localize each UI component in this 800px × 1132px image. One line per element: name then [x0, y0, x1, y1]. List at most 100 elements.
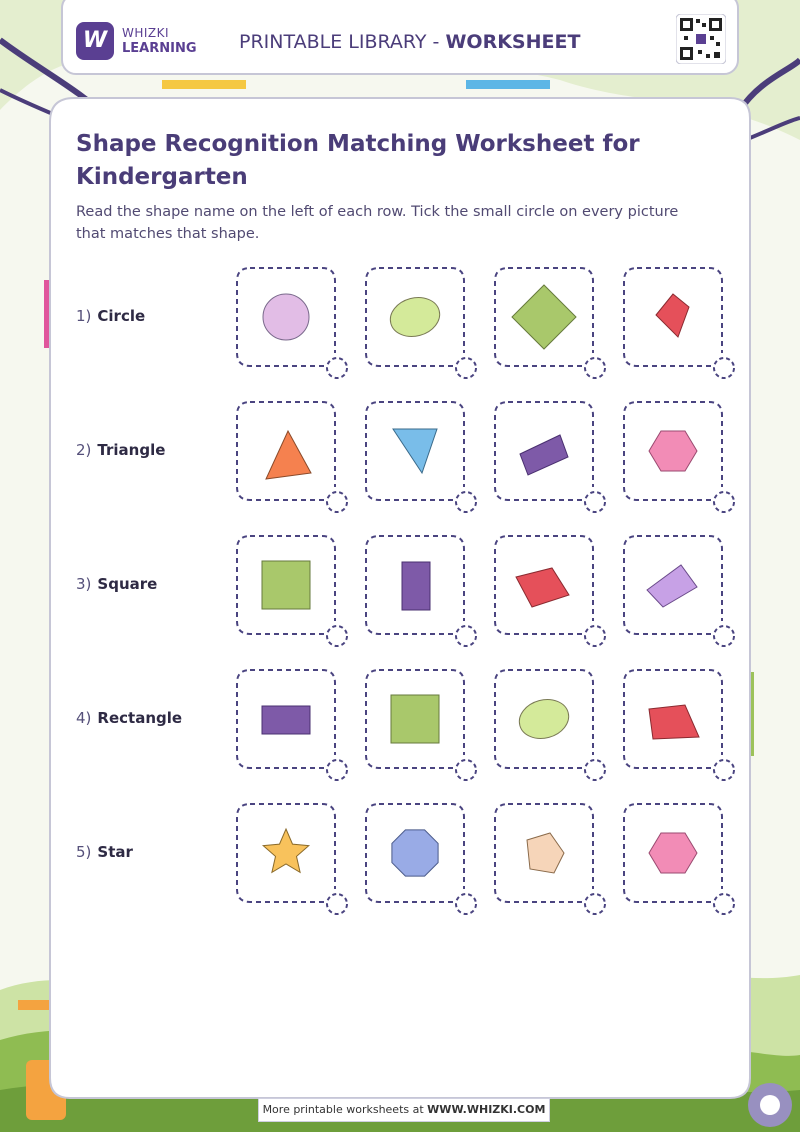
row-shape-name: Star: [97, 843, 133, 861]
tick-circle[interactable]: [584, 759, 606, 781]
shape-card-frame: [365, 535, 477, 647]
shape-card-frame: [623, 267, 735, 379]
shape-card-frame: [494, 535, 606, 647]
quadrilateral-tilted-shape: [646, 564, 698, 608]
footer-banner: More printable worksheets at WWW.WHIZKI.…: [258, 1098, 550, 1122]
shape-card: [494, 803, 606, 915]
shape-card: [365, 267, 477, 379]
shape-card: [365, 535, 477, 647]
rectangle-shape: [261, 705, 311, 735]
shape-card: [365, 401, 477, 513]
shape-card: [236, 267, 348, 379]
shape-card: [365, 669, 477, 781]
trapezoid-shape: [648, 704, 700, 740]
row-label-3: 4) Rectangle: [76, 709, 182, 727]
shape-card-frame: [236, 267, 348, 379]
worksheet-title: Shape Recognition Matching Worksheet for…: [76, 131, 640, 190]
row-number: 5): [76, 843, 92, 861]
triangle-down-shape: [392, 428, 438, 475]
footer-text: More printable worksheets at: [262, 1103, 428, 1116]
shape-card-frame: [623, 401, 735, 513]
quadrilateral-shape: [515, 567, 570, 608]
tick-circle[interactable]: [584, 491, 606, 513]
triangle-shape: [265, 429, 312, 480]
tick-circle[interactable]: [326, 625, 348, 647]
shape-card-frame: [236, 401, 348, 513]
shape-card: [236, 803, 348, 915]
shape-card: [623, 267, 735, 379]
shape-card: [623, 535, 735, 647]
square-shape: [261, 560, 311, 610]
shape-card-frame: [494, 401, 606, 513]
row-shape-name: Circle: [97, 307, 146, 325]
shape-card: [494, 669, 606, 781]
tick-circle[interactable]: [455, 625, 477, 647]
tick-circle[interactable]: [326, 491, 348, 513]
shape-card-frame: [365, 267, 477, 379]
circle-shape: [262, 293, 310, 341]
rectangle-tall-shape: [401, 561, 431, 611]
header-title: PRINTABLE LIBRARY - WORKSHEET: [239, 31, 580, 53]
diamond-shape: [511, 284, 577, 350]
shape-card: [494, 267, 606, 379]
row-number: 1): [76, 307, 92, 325]
shape-card-frame: [365, 803, 477, 915]
tick-circle[interactable]: [713, 893, 735, 915]
tick-circle[interactable]: [713, 491, 735, 513]
shape-card-frame: [494, 669, 606, 781]
hexagon-shape: [648, 430, 698, 472]
shape-card: [494, 401, 606, 513]
worksheet-instructions: Read the shape name on the left of each …: [76, 204, 679, 242]
tick-circle[interactable]: [584, 357, 606, 379]
row-label-1: 2) Triangle: [76, 441, 165, 459]
tick-circle[interactable]: [713, 759, 735, 781]
row-number: 4): [76, 709, 92, 727]
kite-shape: [655, 293, 690, 338]
shape-card-frame: [236, 535, 348, 647]
shape-card-frame: [623, 803, 735, 915]
row-shape-name: Rectangle: [97, 709, 183, 727]
row-number: 3): [76, 575, 92, 593]
shape-card-frame: [236, 669, 348, 781]
hexagon-shape: [648, 832, 698, 874]
shape-card: [623, 401, 735, 513]
square-shape: [390, 694, 440, 744]
shape-card: [236, 401, 348, 513]
star-shape: [261, 827, 311, 874]
tick-circle[interactable]: [455, 893, 477, 915]
w-logo-icon: W: [82, 28, 108, 53]
shape-card: [365, 803, 477, 915]
footer-link[interactable]: WWW.WHIZKI.COM: [427, 1103, 546, 1116]
tick-circle[interactable]: [326, 759, 348, 781]
tick-circle[interactable]: [455, 491, 477, 513]
brand-name: WHIZKI: [122, 26, 170, 40]
shape-card-frame: [623, 535, 735, 647]
shape-card-frame: [494, 803, 606, 915]
tick-circle[interactable]: [455, 759, 477, 781]
pentagon-shape: [526, 832, 565, 874]
shape-card-frame: [236, 803, 348, 915]
row-label-4: 5) Star: [76, 843, 133, 861]
row-shape-name: Triangle: [97, 441, 166, 459]
tick-circle[interactable]: [326, 357, 348, 379]
tick-circle[interactable]: [584, 625, 606, 647]
shape-card: [236, 669, 348, 781]
whizki-logo: W: [76, 22, 114, 60]
tick-circle[interactable]: [584, 893, 606, 915]
shape-card: [623, 669, 735, 781]
tick-circle[interactable]: [326, 893, 348, 915]
row-label-2: 3) Square: [76, 575, 157, 593]
shape-card: [623, 803, 735, 915]
row-label-0: 1) Circle: [76, 307, 145, 325]
ellipse-shape: [389, 297, 441, 337]
shape-card: [236, 535, 348, 647]
ellipse-shape: [518, 699, 570, 739]
tick-circle[interactable]: [713, 625, 735, 647]
shape-card-frame: [365, 669, 477, 781]
brand-subname: LEARNING: [122, 41, 197, 56]
tick-circle[interactable]: [713, 357, 735, 379]
tick-circle[interactable]: [455, 357, 477, 379]
rotated-rectangle-shape: [519, 434, 569, 476]
shape-card-frame: [623, 669, 735, 781]
row-number: 2): [76, 441, 92, 459]
